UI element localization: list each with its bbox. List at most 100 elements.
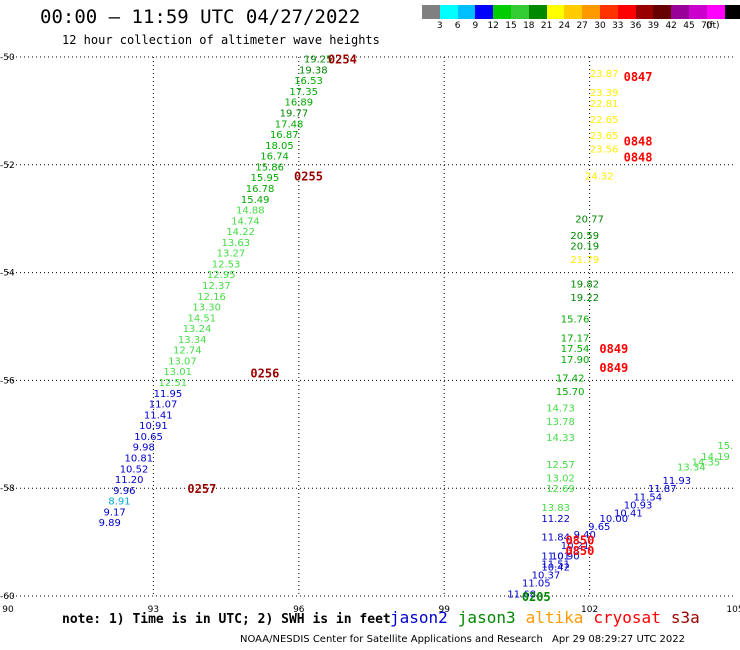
wave-height-label: 11.51: [541, 560, 570, 571]
wave-height-label: 14.33: [546, 433, 575, 444]
wave-height-label: 23.56: [590, 145, 619, 156]
wave-height-label: 11.41: [144, 410, 173, 421]
colorbar-tick-label: 15: [505, 21, 517, 31]
wave-height-label: 13.02: [546, 473, 575, 484]
colorbar-tick-label: 36: [629, 21, 642, 31]
wave-height-label: 10.52: [120, 464, 149, 475]
colorbar-swatch: [439, 5, 458, 19]
wave-height-label: 13.24: [183, 324, 212, 335]
colorbar: [422, 5, 740, 19]
satellite-legend-s3a: s3a: [670, 608, 700, 627]
colorbar-tick-label: 27: [576, 21, 588, 31]
y-tick-label: -54: [0, 269, 15, 279]
wave-height-label: 11.84: [541, 533, 570, 544]
pass-time-label: 0255: [294, 170, 323, 184]
footer-credit: NOAA/NESDIS Center for Satellite Applica…: [240, 634, 543, 645]
wave-height-label: 17.90: [561, 355, 590, 366]
wave-height-label: 10.42: [541, 562, 570, 573]
wave-height-label: 14.73: [546, 403, 575, 414]
wave-height-label: 13.78: [546, 417, 575, 428]
wave-height-label: 17.48: [275, 119, 304, 130]
wave-height-label: 11.20: [115, 475, 144, 486]
colorbar-swatch: [635, 5, 654, 19]
x-tick-label: 93: [148, 605, 159, 615]
wave-height-label: 16.78: [246, 184, 275, 195]
wave-height-label: 13.34: [677, 463, 706, 474]
colorbar-swatch: [617, 5, 636, 19]
wave-height-label: 20.19: [570, 242, 599, 253]
wave-height-label: 14.51: [188, 313, 217, 324]
wave-height-label: 10.21: [561, 541, 590, 552]
wave-height-label: 19.25: [304, 55, 333, 66]
wave-height-label: 16.89: [284, 98, 313, 109]
wave-height-label: 12.57: [546, 460, 575, 471]
colorbar-swatch: [457, 5, 476, 19]
pass-time-label: 0254: [328, 53, 357, 67]
wave-height-label: 9.17: [103, 507, 125, 518]
wave-height-label: 17.17: [561, 333, 590, 344]
y-tick-label: -58: [0, 484, 15, 494]
wave-height-label: 14.22: [226, 227, 255, 238]
colorbar-tick-label: 45: [683, 21, 695, 31]
colorbar-swatch: [671, 5, 689, 19]
wave-height-label: 11.54: [633, 492, 662, 503]
colorbar-swatch: [724, 5, 740, 19]
pass-time-label: 0849: [599, 361, 628, 375]
wave-height-label: 8.91: [108, 497, 130, 508]
x-tick-label: 90: [2, 605, 14, 615]
wave-height-label: 14.74: [231, 216, 260, 227]
wave-height-label: 9.40: [574, 530, 596, 541]
colorbar-swatch: [475, 5, 494, 19]
colorbar-tick-label: 3: [436, 21, 443, 31]
wave-height-label: 15.49: [241, 195, 270, 206]
wave-height-label: 12.74: [173, 346, 202, 357]
colorbar-tick-label: 18: [523, 21, 535, 31]
wave-height-label: 13.27: [217, 249, 246, 260]
wave-height-label: 9.65: [588, 522, 610, 533]
wave-height-label: 22.81: [590, 99, 619, 110]
wave-height-label: 9.98: [133, 443, 155, 454]
wave-height-label: 15.95: [251, 173, 280, 184]
x-tick-label: 99: [438, 605, 450, 615]
colorbar-tick-label: 30: [594, 21, 606, 31]
wave-height-label: 14.19: [701, 452, 730, 463]
wave-height-label: 13.30: [192, 303, 221, 314]
wave-height-label: 22.65: [590, 115, 619, 126]
wave-height-label: 16.87: [270, 130, 299, 141]
wave-height-label: 19.77: [280, 109, 309, 120]
colorbar-tick-label: 21: [540, 21, 553, 31]
wave-height-label: 12.69: [546, 484, 575, 495]
colorbar-swatch: [422, 5, 440, 19]
pass-time-label: 0205: [522, 590, 551, 604]
wave-height-label: 23.65: [590, 131, 619, 142]
x-tick-label: 105: [726, 605, 740, 615]
wave-height-label: 11.01: [541, 552, 570, 563]
colorbar-swatch: [564, 5, 583, 19]
wave-height-label: 11.22: [541, 514, 570, 525]
x-tick-label: 96: [293, 605, 305, 615]
colorbar-tick-label: 6: [454, 21, 461, 31]
colorbar-tick-label: 33: [612, 21, 624, 31]
wave-height-label: 18.05: [265, 141, 294, 152]
wave-height-label: 10.81: [125, 453, 154, 464]
pass-time-label: 0848: [624, 135, 653, 149]
wave-height-label: 13.34: [178, 335, 207, 346]
wave-height-label: 15.: [717, 441, 733, 452]
colorbar-swatch: [528, 5, 547, 19]
colorbar-swatch: [653, 5, 672, 19]
wave-height-label: 19.38: [299, 65, 328, 76]
colorbar-tick-label: 70: [701, 21, 713, 31]
wave-height-label: 12.51: [158, 378, 187, 389]
footer-note: note: 1) Time is in UTC; 2) SWH is in fe…: [62, 612, 391, 627]
colorbar-ticks: 3 6 9 12 15 18 21 24 27 30 33 36 39 42 45 70: [422, 21, 736, 33]
pass-time-label: 0849: [599, 342, 628, 356]
wave-height-label: 13.07: [168, 356, 197, 367]
wave-height-label: 10.37: [532, 570, 561, 581]
colorbar-swatch: [582, 5, 600, 19]
pass-time-label: 0256: [250, 366, 279, 380]
wave-height-label: 11.68: [507, 589, 536, 600]
wave-height-label: 10.93: [624, 500, 653, 511]
satellite-legend-altika: altika: [525, 608, 584, 627]
wave-height-label: 24.32: [585, 172, 614, 183]
colorbar-tick-label: 24: [558, 21, 571, 31]
